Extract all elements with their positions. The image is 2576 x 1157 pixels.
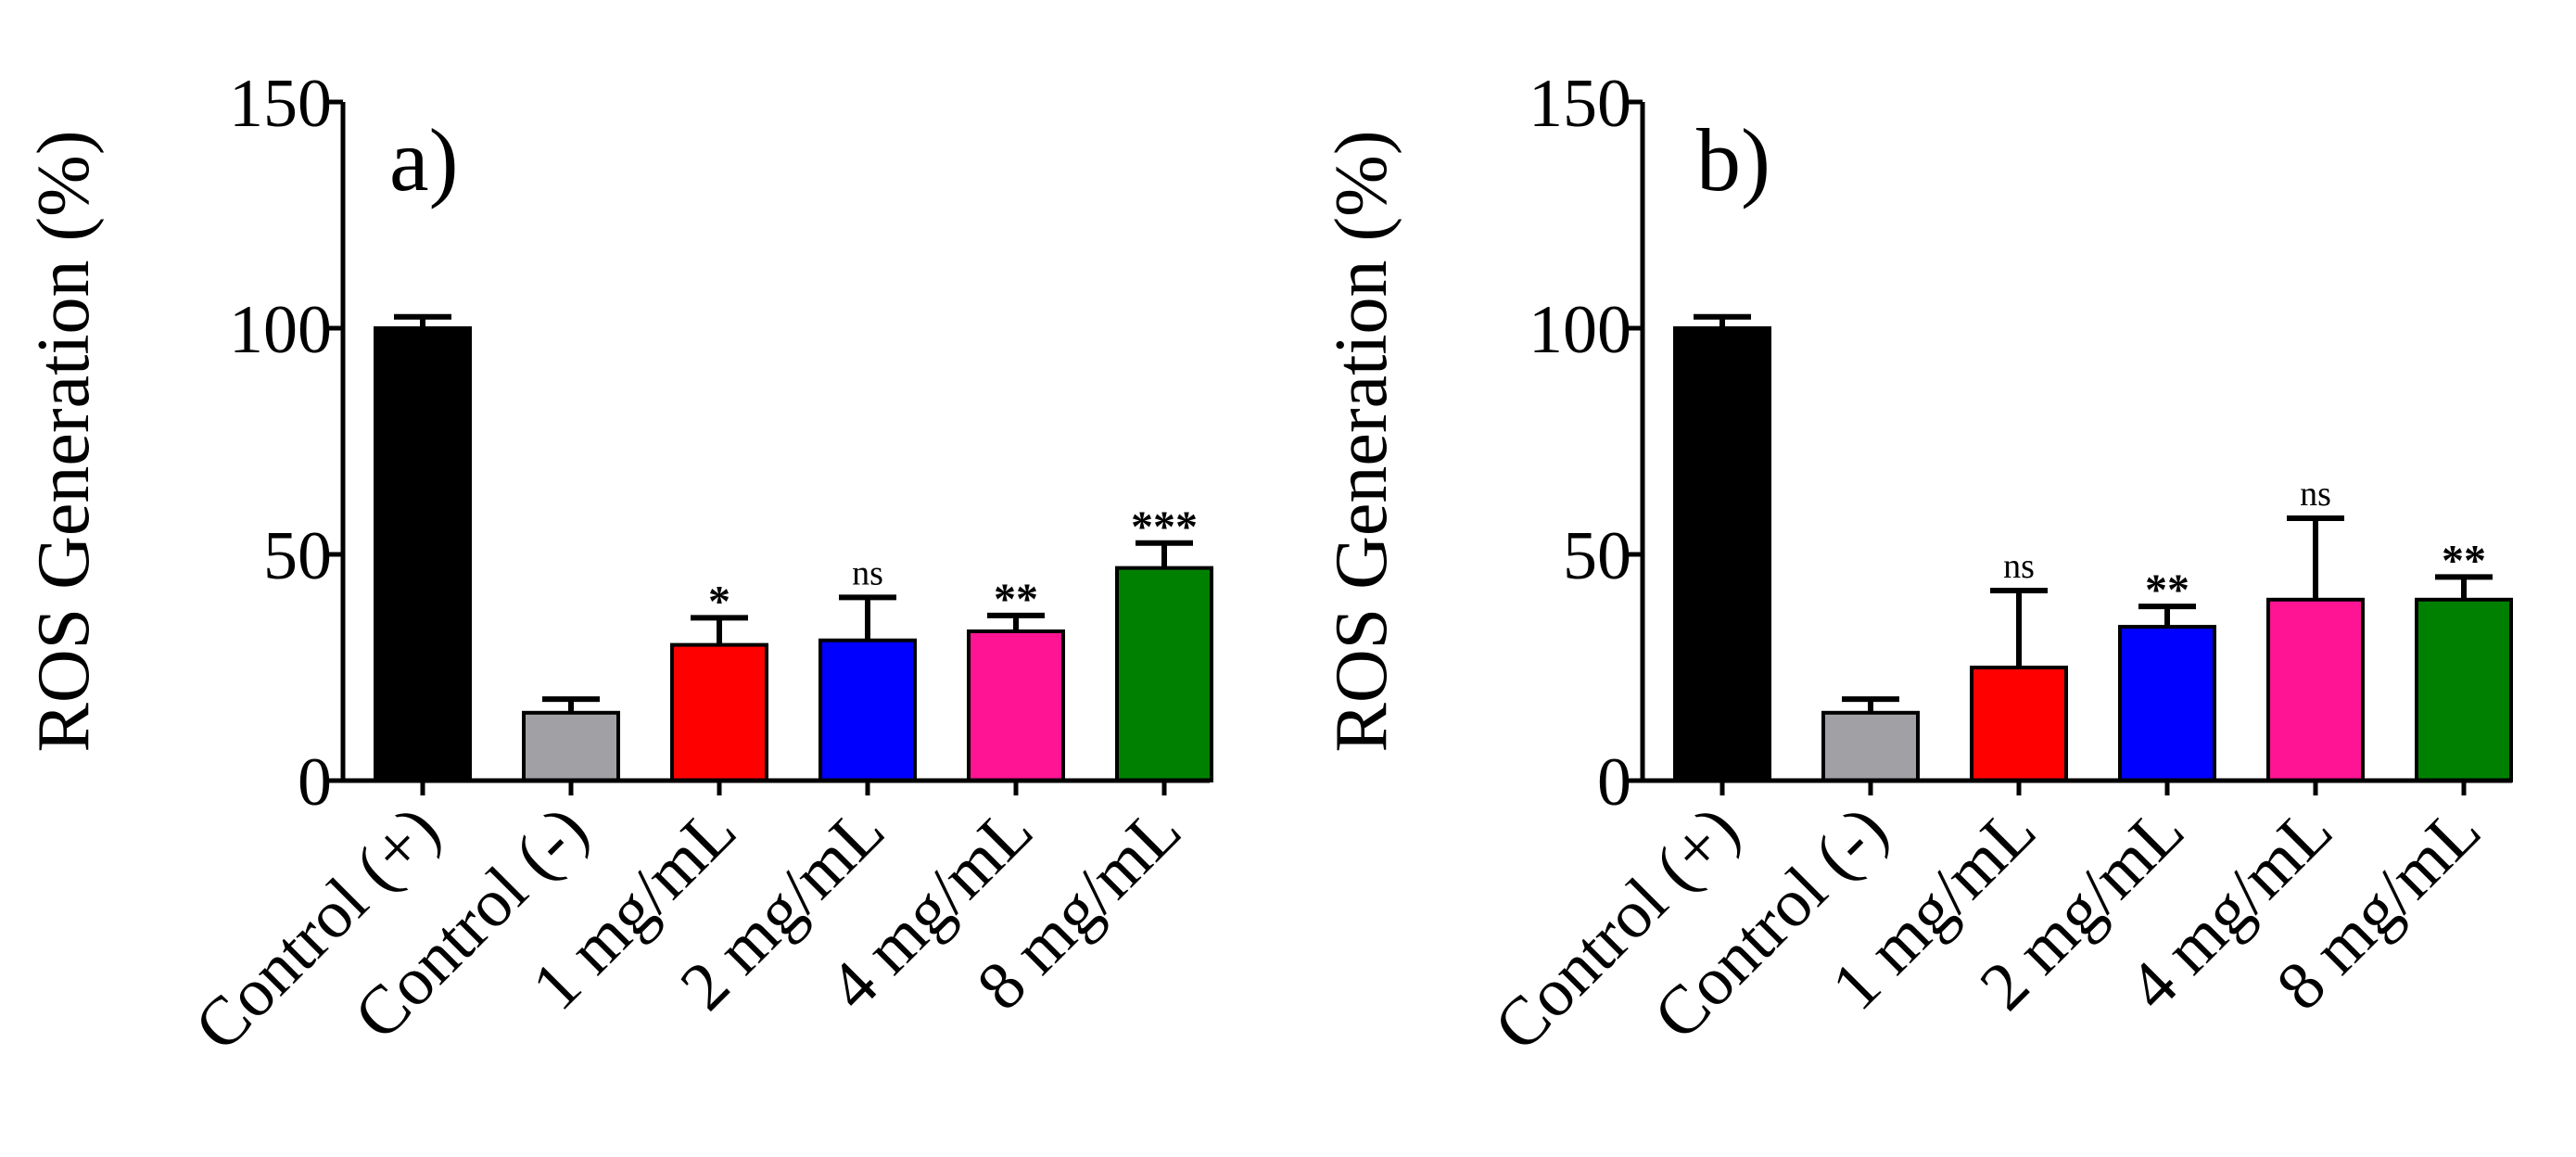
significance-a-3: * (708, 577, 730, 626)
significance-a-5: ** (994, 575, 1038, 624)
bar-a-6 (1115, 566, 1213, 783)
y-tick-label-a-100: 100 (229, 292, 332, 368)
significance-b-3: ns (2003, 547, 2035, 586)
bar-a-2 (522, 710, 620, 782)
bar-b-1 (1673, 326, 1771, 782)
panel-label-b: b) (1696, 110, 1770, 210)
significance-b-5: ns (2300, 475, 2331, 514)
significance-b-6: ** (2442, 536, 2486, 585)
bar-b-6 (2415, 597, 2513, 782)
y-tick-label-b-50: 50 (1563, 518, 1631, 594)
significance-a-4: ns (852, 553, 883, 592)
y-tick-label-a-150: 150 (229, 66, 332, 142)
y-tick-label-b-100: 100 (1529, 292, 1631, 368)
bar-b-4 (2118, 625, 2216, 783)
bar-a-3 (670, 642, 768, 782)
bar-b-2 (1821, 710, 1920, 782)
y-axis-title-b: ROS Generation (%) (1321, 131, 1402, 753)
bar-a-1 (374, 326, 472, 782)
panel-label-a: a) (389, 110, 459, 210)
y-tick-label-a-50: 50 (263, 518, 332, 594)
y-tick-label-b-0: 0 (1597, 744, 1631, 820)
significance-a-6: *** (1131, 502, 1198, 552)
bar-b-5 (2266, 597, 2365, 782)
bar-a-4 (818, 638, 917, 782)
bar-b-3 (1970, 666, 2068, 782)
y-axis-title-a: ROS Generation (%) (23, 131, 105, 753)
chart-panel-b: Control (+)Control (-)ns1 mg/mL**2 mg/mL… (1321, 66, 2513, 1065)
y-tick-label-b-150: 150 (1529, 66, 1631, 142)
significance-b-4: ** (2145, 566, 2189, 615)
bar-a-5 (967, 629, 1065, 783)
y-tick-label-a-0: 0 (298, 744, 332, 820)
